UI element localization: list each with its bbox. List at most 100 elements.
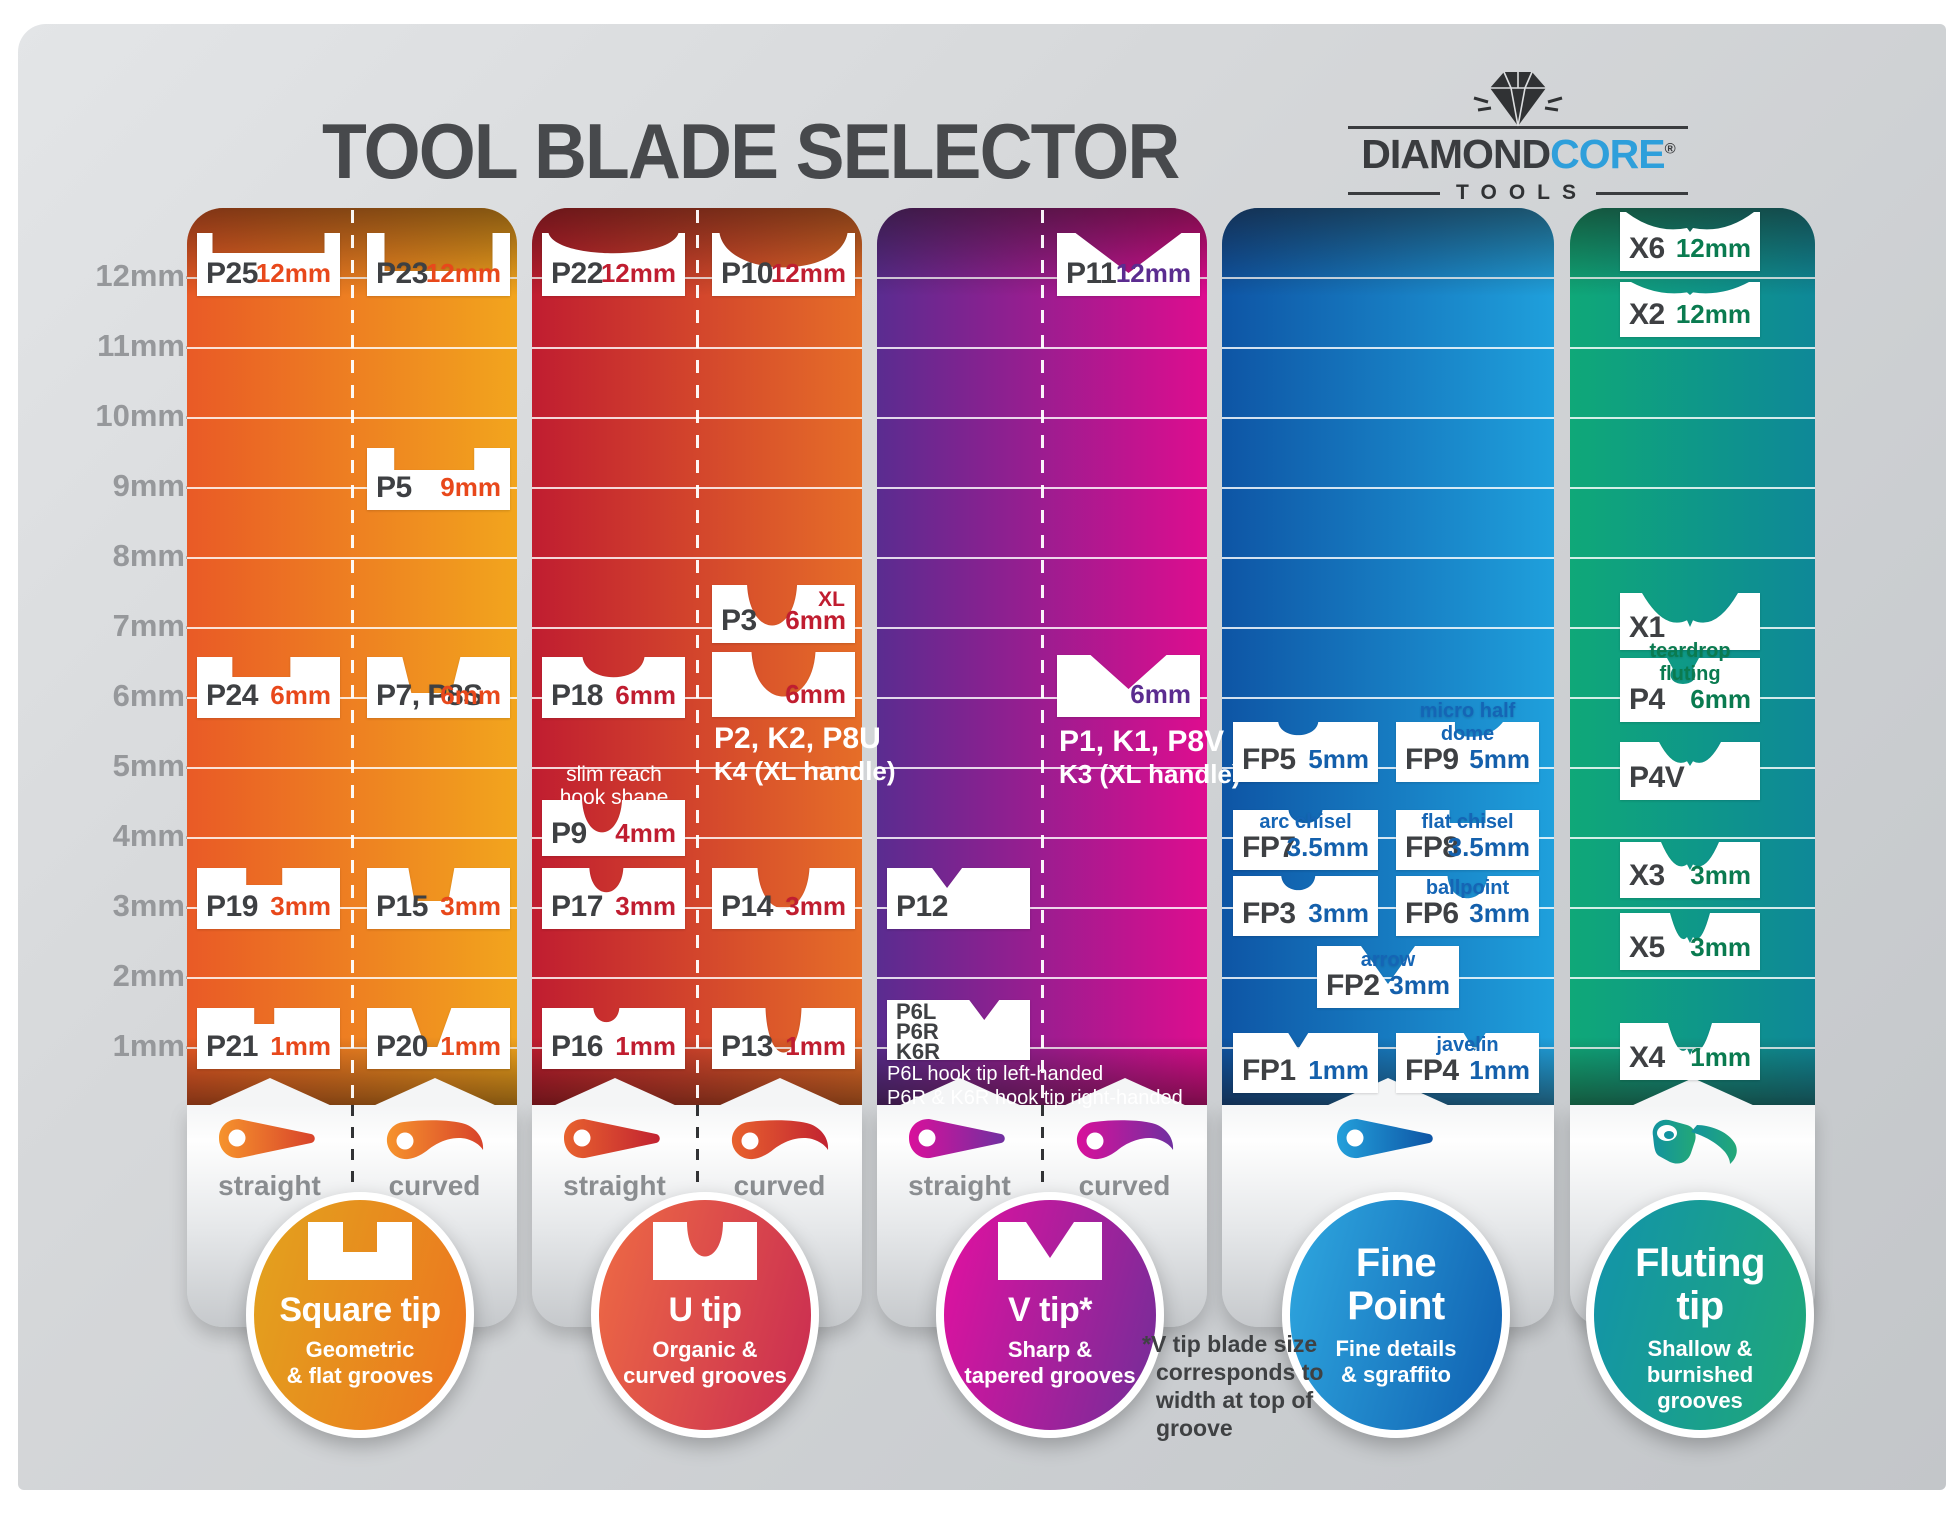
straight-curved-divider — [1040, 210, 1044, 1105]
gridline-5mm — [1222, 767, 1554, 769]
tool-label-curved: curved — [1078, 1170, 1171, 1201]
circle-subtitle: Organic & curved grooves — [623, 1337, 787, 1388]
footnote-line: width at top of — [1156, 1387, 1314, 1413]
circle-subtitle: Sharp & tapered grooves — [964, 1337, 1136, 1388]
tile-name: P16 — [551, 1030, 603, 1063]
category-circle-square-tip: Square tip Geometric & flat grooves — [246, 1192, 474, 1438]
footer-dashed-line — [695, 1105, 699, 1253]
tile-name: P23 — [376, 257, 428, 290]
tile-name: P4 — [1629, 683, 1665, 716]
tile-name: P22 — [551, 257, 603, 290]
tile-name: X2 — [1629, 298, 1665, 331]
scale-label-12mm: 12mm — [95, 258, 185, 293]
circle-title: Fine Point — [1347, 1241, 1445, 1328]
straight-curved-divider — [695, 210, 699, 1105]
tile-FP7: FP7 3.5mm arc chisel — [1233, 810, 1378, 870]
tile-name: P17 — [551, 890, 603, 923]
tile-P2K2P8U: 6mm — [712, 652, 855, 717]
tile-X4: X4 1mm — [1620, 1023, 1760, 1080]
gridline-3mm — [1222, 907, 1554, 909]
tile-name: FP4 — [1405, 1054, 1459, 1087]
gridline-8mm — [1570, 557, 1815, 559]
tile-P9: P9 4mm — [542, 800, 685, 856]
column-note: P2, K2, P8U K4 (XL handle) — [714, 722, 896, 786]
tile-P21: P21 1mm — [197, 1008, 340, 1069]
tile-name: FP5 — [1242, 743, 1296, 776]
footnote-line: groove — [1156, 1415, 1233, 1441]
curved-tool-icon — [728, 1116, 832, 1169]
tile-name: P13 — [721, 1030, 773, 1063]
circle-title: Fluting tip — [1635, 1241, 1765, 1328]
tile-P17: P17 3mm — [542, 868, 685, 929]
scale-label-9mm: 9mm — [112, 468, 185, 503]
tile-P1K1P8V: 6mm — [1057, 655, 1200, 717]
tile-name: P9 — [551, 817, 587, 850]
tile-FP3: FP3 3mm — [1233, 876, 1378, 936]
column-note: slim reach hook shape — [559, 763, 669, 809]
tile-P18: P18 6mm — [542, 657, 685, 718]
scale-label-11mm: 11mm — [97, 328, 185, 363]
tile-size: 3mm — [270, 891, 331, 921]
tile-name: X6 — [1629, 232, 1665, 265]
tile-X5: X5 3mm — [1620, 913, 1760, 970]
tile-size: 3mm — [785, 891, 846, 921]
footnote-line: *V tip blade size — [1142, 1331, 1318, 1357]
tile-name-stack: P6L P6R K6R — [896, 999, 941, 1064]
tile-P19: P19 3mm — [197, 868, 340, 929]
tile-size: 1mm — [615, 1031, 676, 1061]
curved-tool-icon — [1073, 1116, 1177, 1169]
logo-tools-row: TOOLS — [1348, 181, 1689, 205]
straight-curved-divider — [350, 210, 354, 1105]
tile-X2: X2 12mm — [1620, 282, 1760, 337]
tile-P24: P24 6mm — [197, 657, 340, 718]
tile-X3: X3 3mm — [1620, 842, 1760, 898]
diamond-icon — [1473, 71, 1563, 127]
tile-name: X1 — [1629, 611, 1665, 644]
tile-P6LP6RK6R: P6L P6R K6R — [887, 999, 1030, 1064]
tile-name: P18 — [551, 679, 603, 712]
footer-peak — [552, 1078, 677, 1106]
tile-size: 1mm — [785, 1031, 846, 1061]
footer-dashed-line — [350, 1105, 354, 1253]
gridline-10mm — [1570, 417, 1815, 419]
tile-name: P10 — [721, 257, 773, 290]
scale-label-6mm: 6mm — [112, 678, 185, 713]
curved-tool-icon — [383, 1116, 487, 1169]
column-note: P1, K1, P8V K3 (XL handle) — [1059, 725, 1241, 789]
tile-P12: P12 — [887, 868, 1030, 929]
tile-size: 1mm — [270, 1031, 331, 1061]
logo-rule-left — [1348, 191, 1441, 195]
tile-size: 6mm — [1690, 684, 1751, 714]
tool-label-straight: straight — [218, 1170, 321, 1201]
circle-subtitle: Shallow & burnished grooves — [1646, 1336, 1754, 1413]
tile-P13: P13 1mm — [712, 1008, 855, 1069]
tile-size: 3mm — [1469, 898, 1530, 928]
scale-label-5mm: 5mm — [112, 748, 185, 783]
tile-P14: P14 3mm — [712, 868, 855, 929]
tile-size: 6mm — [785, 679, 846, 709]
tile-size: 3mm — [1690, 860, 1751, 890]
straight-tool-icon — [218, 1116, 318, 1167]
tile-P4: P4 6mm teardrop fluting — [1620, 640, 1760, 722]
tile-sublabel: micro half dome — [1419, 700, 1516, 745]
tile-sublabel: javelin — [1436, 1034, 1499, 1056]
tool-label-straight: straight — [563, 1170, 666, 1201]
tile-name: P21 — [206, 1030, 258, 1063]
footnote-line: corresponds to — [1156, 1359, 1324, 1385]
tile-sublabel: arrow — [1360, 949, 1416, 971]
circle-title: U tip — [668, 1291, 742, 1329]
tile-name: P19 — [206, 890, 258, 923]
tile-name: P25 — [206, 257, 258, 290]
scale-label-8mm: 8mm — [112, 538, 185, 573]
logo-rule-right — [1595, 191, 1689, 195]
straight-tool-icon — [1336, 1116, 1436, 1167]
circle-square-icon — [308, 1200, 412, 1285]
v-tip-footnote: *V tip blade size corresponds to width a… — [1142, 1330, 1357, 1442]
scale-label-3mm: 3mm — [112, 888, 185, 923]
gridline-7mm — [1222, 627, 1554, 629]
tile-P20: P20 1mm — [367, 1008, 510, 1069]
tile-name: X5 — [1629, 931, 1665, 964]
logo-wordmark: DIAMONDCORE® — [1361, 131, 1675, 177]
tile-sublabel: flat chisel — [1421, 811, 1514, 833]
footer-peak — [207, 1078, 332, 1106]
